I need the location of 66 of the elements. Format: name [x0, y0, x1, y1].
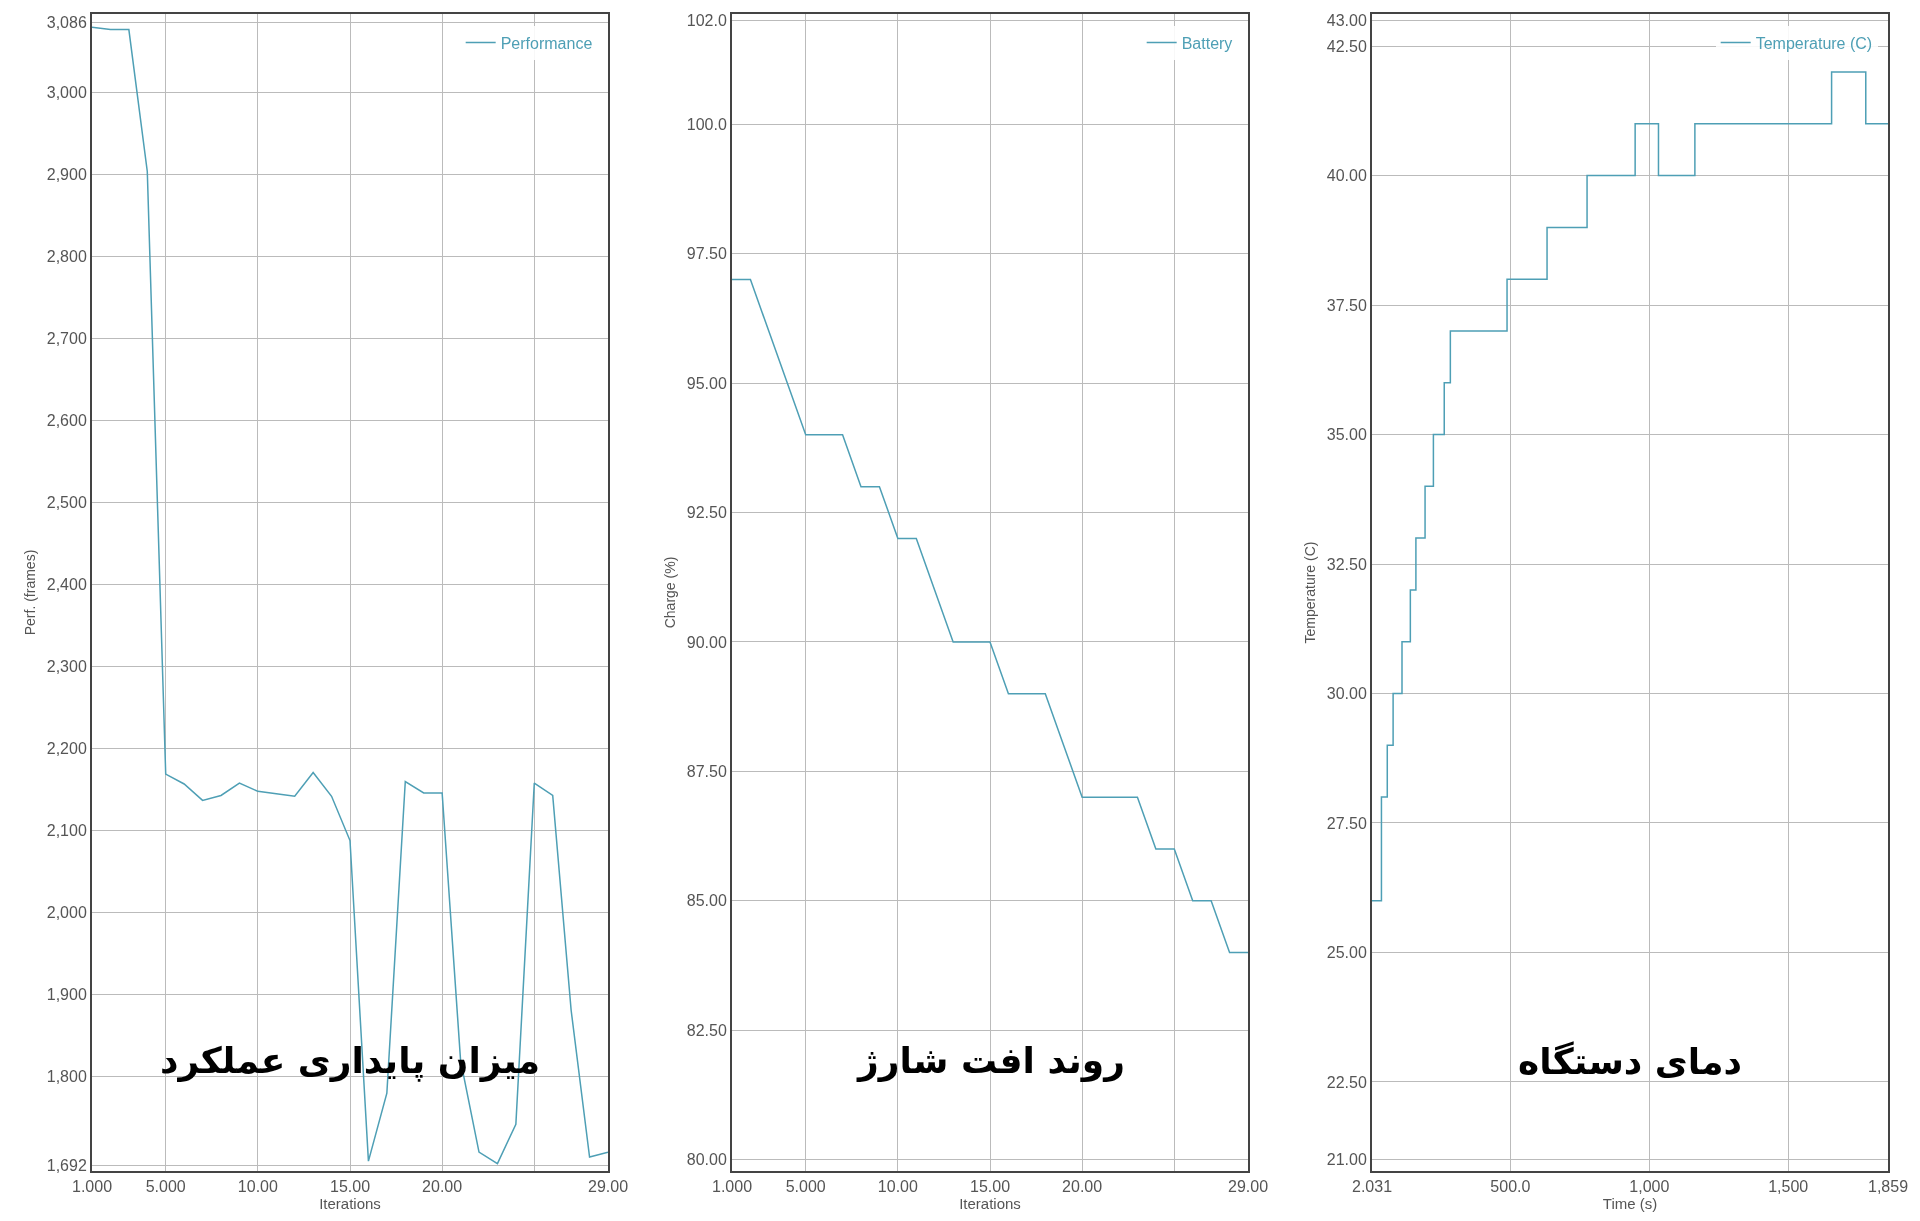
x-axis-title: Iterations: [319, 1195, 381, 1213]
legend-label: Temperature (C): [1755, 34, 1873, 52]
y-tick-label: 2,200: [46, 740, 87, 758]
x-tick-label: 29.00: [587, 1178, 629, 1196]
y-tick-label: 3,000: [46, 84, 87, 102]
y-tick-label: 80.00: [686, 1151, 727, 1169]
y-tick-label: 90.00: [686, 633, 727, 651]
y-axis-title: Charge (%): [661, 556, 678, 629]
y-tick-label: 25.00: [1326, 944, 1367, 962]
y-tick-label: 30.00: [1326, 685, 1367, 703]
y-tick-label: 2,300: [46, 658, 87, 676]
x-tick-label: 15.00: [969, 1178, 1011, 1196]
y-tick-label: 2,900: [46, 166, 87, 184]
y-tick-label: 2,600: [46, 412, 87, 430]
y-tick-label: 43.00: [1326, 11, 1367, 29]
y-tick-label: 27.50: [1326, 814, 1367, 832]
y-tick-label: 2,400: [46, 576, 87, 594]
y-tick-label: 21.00: [1326, 1151, 1367, 1169]
text: دمای دستگاه: [1518, 1041, 1743, 1082]
x-tick-label: 15.00: [329, 1178, 371, 1196]
x-tick-label: 10.00: [877, 1178, 918, 1196]
x-tick-label: 29.00: [1227, 1178, 1269, 1196]
x-tick-label: 1,000: [1629, 1178, 1670, 1196]
y-axis-title: Perf. (frames): [21, 549, 38, 636]
y-tick-label: 2,500: [46, 494, 87, 512]
y-tick-label: 37.50: [1326, 296, 1367, 314]
x-tick-label: 1,500: [1768, 1178, 1809, 1196]
y-tick-label: 32.50: [1326, 555, 1367, 573]
x-tick-label: 20.00: [1062, 1178, 1103, 1196]
y-tick-label: 95.00: [686, 374, 727, 392]
y-tick-label: 1,900: [46, 986, 87, 1004]
x-tick-label: 10.00: [237, 1178, 278, 1196]
x-tick-label: 1,859: [1867, 1178, 1909, 1196]
x-tick-label: 5.000: [145, 1178, 186, 1196]
line-series: [732, 278, 1248, 954]
y-tick-label: 22.50: [1326, 1073, 1367, 1091]
y-tick-label: 82.50: [686, 1021, 727, 1039]
y-axis-title: Temperature (C): [1301, 541, 1318, 644]
x-tick-label: 1.000: [711, 1178, 753, 1196]
x-tick-label: 5.000: [785, 1178, 826, 1196]
y-tick-label: 2,100: [46, 822, 87, 840]
y-tick-label: 1,800: [46, 1068, 87, 1086]
y-tick-label: 2,700: [46, 330, 87, 348]
text: روند افت شارژ: [856, 1040, 1125, 1082]
x-axis-title: Time (s): [1602, 1195, 1658, 1213]
y-tick-label: 1,692: [46, 1156, 87, 1174]
y-tick-label: 40.00: [1326, 167, 1367, 185]
x-tick-label: 20.00: [422, 1178, 463, 1196]
y-tick-label: 35.00: [1326, 426, 1367, 444]
y-tick-label: 2,800: [46, 248, 87, 266]
y-tick-label: 92.50: [686, 504, 727, 522]
y-tick-label: 42.50: [1326, 37, 1367, 55]
y-tick-label: 2,000: [46, 904, 87, 922]
y-tick-label: 87.50: [686, 762, 727, 780]
y-tick-label: 3,086: [46, 13, 87, 31]
y-tick-label: 100.0: [686, 115, 727, 133]
y-tick-label: 85.00: [686, 892, 727, 910]
x-tick-label: 500.0: [1490, 1178, 1531, 1196]
x-tick-label: 2.031: [1351, 1178, 1393, 1196]
line-series: [92, 26, 608, 1165]
y-tick-label: 102.0: [686, 12, 727, 30]
legend-label: Performance: [500, 34, 593, 52]
legend-label: Battery: [1181, 34, 1233, 52]
x-tick-label: 1.000: [71, 1178, 113, 1196]
y-tick-label: 97.50: [686, 245, 727, 263]
x-axis-title: Iterations: [959, 1195, 1021, 1213]
